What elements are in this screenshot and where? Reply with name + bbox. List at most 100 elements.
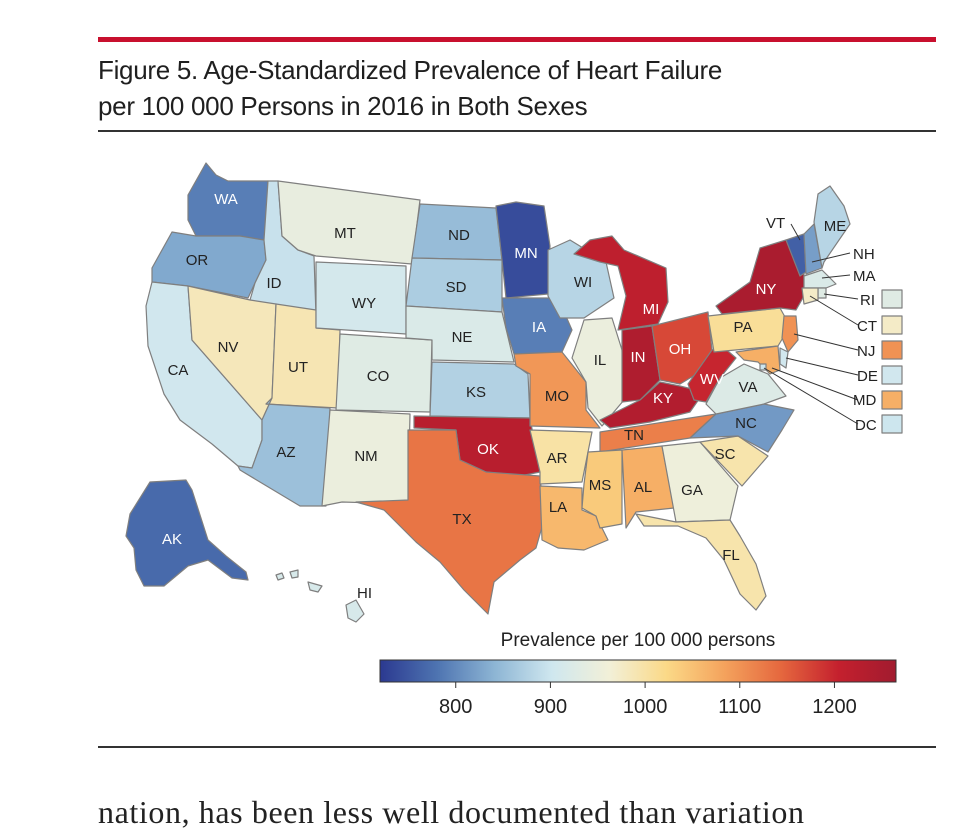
- state-in: [621, 325, 661, 403]
- label-ny: NY: [756, 281, 777, 298]
- label-wa: WA: [214, 191, 238, 208]
- label-la: LA: [549, 499, 567, 516]
- swatch-md: [881, 390, 903, 410]
- article-body-text: nation, has been less well documented th…: [98, 794, 805, 830]
- callout-swatches: [881, 289, 903, 434]
- state-md: [735, 345, 781, 375]
- state-mo: [513, 351, 601, 429]
- label-mo: MO: [545, 388, 569, 405]
- label-al: AL: [634, 479, 652, 496]
- callout-label-de: DE: [857, 368, 878, 385]
- state-tx: [355, 429, 545, 615]
- state-ms: [581, 449, 623, 529]
- legend-tick-label: 1100: [718, 696, 761, 718]
- label-tn: TN: [624, 427, 644, 444]
- label-pa: PA: [734, 319, 753, 336]
- label-tx: TX: [452, 511, 471, 528]
- legend-title: Prevalence per 100 000 persons: [501, 630, 776, 651]
- legend-tick-label: 900: [534, 696, 567, 718]
- label-nc: NC: [735, 415, 757, 432]
- label-ky: KY: [653, 390, 673, 407]
- state-ak: [125, 479, 249, 587]
- label-va: VA: [739, 379, 758, 396]
- states-layer: [125, 162, 851, 623]
- swatch-ct: [881, 315, 903, 335]
- label-nv: NV: [218, 339, 239, 356]
- state-de: [779, 347, 789, 369]
- swatch-ri: [881, 289, 903, 309]
- state-mt: [277, 180, 421, 265]
- label-ga: GA: [681, 482, 703, 499]
- state-sc: [699, 435, 769, 487]
- label-me: ME: [824, 218, 847, 235]
- state-nj: [781, 315, 799, 353]
- label-ne: NE: [452, 329, 473, 346]
- swatch-de: [881, 365, 903, 385]
- label-in: IN: [631, 349, 646, 366]
- label-mn: MN: [514, 245, 537, 262]
- label-wy: WY: [352, 295, 376, 312]
- label-or: OR: [186, 252, 209, 269]
- legend-tick-label: 1200: [812, 696, 857, 718]
- label-ms: MS: [589, 477, 612, 494]
- legend-tick-label: 800: [439, 696, 472, 718]
- state-al: [621, 445, 675, 529]
- label-ar: AR: [547, 450, 568, 467]
- callout-label-nh: NH: [853, 246, 875, 263]
- state-il: [571, 317, 625, 427]
- swatch-dc: [881, 414, 903, 434]
- legend-ticks: 800 900 1000 1100 1200: [439, 682, 857, 718]
- label-ks: KS: [466, 384, 486, 401]
- callout-label-ma: MA: [853, 268, 876, 285]
- label-oh: OH: [669, 341, 692, 358]
- callout-label-dc: DC: [855, 417, 877, 434]
- label-ok: OK: [477, 441, 499, 458]
- legend-tick-label: 1000: [623, 696, 668, 718]
- label-sc: SC: [715, 446, 736, 463]
- state-ks: [429, 361, 531, 419]
- callout-lines: [763, 223, 859, 425]
- label-mi: MI: [643, 301, 660, 318]
- swatch-nj: [881, 340, 903, 360]
- callout-labels: VT NH MA RI CT NJ DE MD DC HI: [357, 215, 878, 602]
- callout-label-hi: HI: [357, 585, 372, 602]
- state-fl: [635, 513, 767, 611]
- label-wi: WI: [574, 274, 592, 291]
- figure-top-rule: [98, 37, 936, 42]
- state-ga: [661, 441, 739, 523]
- state-ne: [405, 305, 515, 363]
- callout-label-vt: VT: [766, 215, 785, 232]
- state-la: [539, 485, 609, 551]
- state-labels: WA OR CA ID NV UT AZ MT WY CO NM ND SD N…: [162, 191, 846, 564]
- state-va: [705, 363, 787, 415]
- callout-label-ct: CT: [857, 318, 877, 335]
- state-ar: [529, 429, 593, 485]
- state-ri: [817, 287, 827, 299]
- label-id: ID: [267, 275, 282, 292]
- label-ut: UT: [288, 359, 308, 376]
- label-mt: MT: [334, 225, 356, 242]
- bottom-rule: [98, 746, 936, 748]
- label-ca: CA: [168, 362, 189, 379]
- label-fl: FL: [722, 547, 740, 564]
- figure-title: Figure 5. Age-Standardized Prevalence of…: [98, 52, 858, 124]
- label-sd: SD: [446, 279, 467, 296]
- figure-title-line-1: Figure 5. Age-Standardized Prevalence of…: [98, 55, 723, 85]
- label-nm: NM: [354, 448, 377, 465]
- title-rule: [98, 130, 936, 132]
- legend-color-bar: [379, 659, 897, 683]
- figure-title-line-2: per 100 000 Persons in 2016 in Both Sexe…: [98, 91, 588, 121]
- label-ak: AK: [162, 531, 182, 548]
- label-az: AZ: [276, 444, 295, 461]
- state-ma: [803, 269, 837, 289]
- callout-label-md: MD: [853, 392, 876, 409]
- state-hi: [275, 569, 365, 623]
- callout-label-nj: NJ: [857, 343, 875, 360]
- label-il: IL: [594, 352, 607, 369]
- label-nd: ND: [448, 227, 470, 244]
- callout-label-ri: RI: [860, 292, 875, 309]
- label-wv: WV: [700, 371, 724, 388]
- state-me: [813, 185, 851, 269]
- label-ia: IA: [532, 319, 546, 336]
